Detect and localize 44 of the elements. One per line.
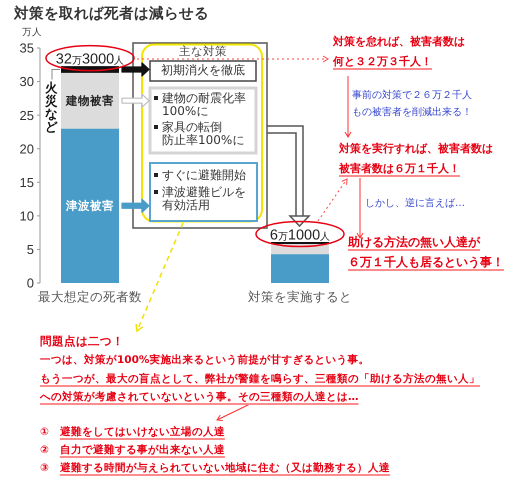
annotation: 100%に [162, 104, 208, 118]
annotation: 事前の対策で２６万２千人 [352, 90, 472, 101]
annotation: 有効活用 [162, 198, 210, 212]
x-tick-label: 対策を実施すると [248, 289, 352, 304]
annotation: すぐに避難開始 [162, 168, 246, 182]
annotation: 家具の転倒 [162, 120, 222, 134]
text: 問題点は二つ！ [40, 334, 124, 348]
annotation: 対策を怠れば、被害者数は [333, 35, 465, 48]
y-tick-label: 35 [20, 40, 34, 56]
y-tick-label: 10 [20, 208, 34, 224]
annotation: 主な対策 [179, 44, 227, 58]
series-label: 火災など [45, 80, 58, 134]
annotation: 防止率100%に [162, 133, 244, 147]
total-label: 32万3000人 [56, 52, 124, 68]
x-tick-label: 最大想定の死者数 [38, 289, 142, 304]
y-tick-label: 25 [20, 108, 34, 123]
y-tick-label: 20 [20, 141, 34, 156]
text: 一つは、対策が100%実施出来るという前提が甘すぎるという事。 [40, 354, 370, 366]
y-tick-label: 5 [26, 242, 34, 258]
y-tick-label: 30 [20, 74, 34, 90]
text: ② 自力で避難する事が出来ない人達 [40, 444, 225, 456]
y-tick-label: 0 [26, 276, 34, 291]
annotation: もの被害者を削減出来る！ [352, 107, 472, 118]
series-label: 建物被害 [66, 92, 114, 107]
annotation: 何と３２万３千人！ [333, 55, 432, 68]
text: ① 避難をしてはいけない立場の人達 [40, 426, 225, 438]
y-axis-title: 万人 [22, 27, 42, 38]
annotation: しかし、逆に言えば… [365, 198, 465, 209]
text: ③ 避難する時間が与えられていない地域に住む（又は勤務する）人達 [40, 462, 390, 474]
annotation: 被害者数は６万１千人！ [339, 162, 460, 175]
annotation: 助ける方法の無い人達が [348, 235, 480, 249]
annotation: 対策を実行すれば、被害者数は [339, 142, 493, 155]
y-tick-label: 15 [20, 174, 34, 190]
bar [271, 254, 329, 283]
total-label: 6万1000人 [270, 228, 330, 244]
chart-title: 対策を取れば死者は減らせる [14, 6, 209, 22]
legend-label: 津波被害 [66, 198, 114, 212]
annotation: 津波避難ビルを [162, 185, 246, 199]
annotation: ６万１千人も居るという事！ [348, 255, 504, 269]
annotation: 建物の耐震化率 [162, 91, 246, 105]
text: への対策が考慮されていないという事。その三種類の人達とは… [40, 391, 358, 403]
text: もう一つが、最大の盲点として、弊社が警鐘を鳴らす、三種類の「助ける方法の無い人」 [40, 373, 480, 385]
bar [61, 128, 119, 283]
annotation: 初期消火を徹底 [161, 63, 245, 77]
